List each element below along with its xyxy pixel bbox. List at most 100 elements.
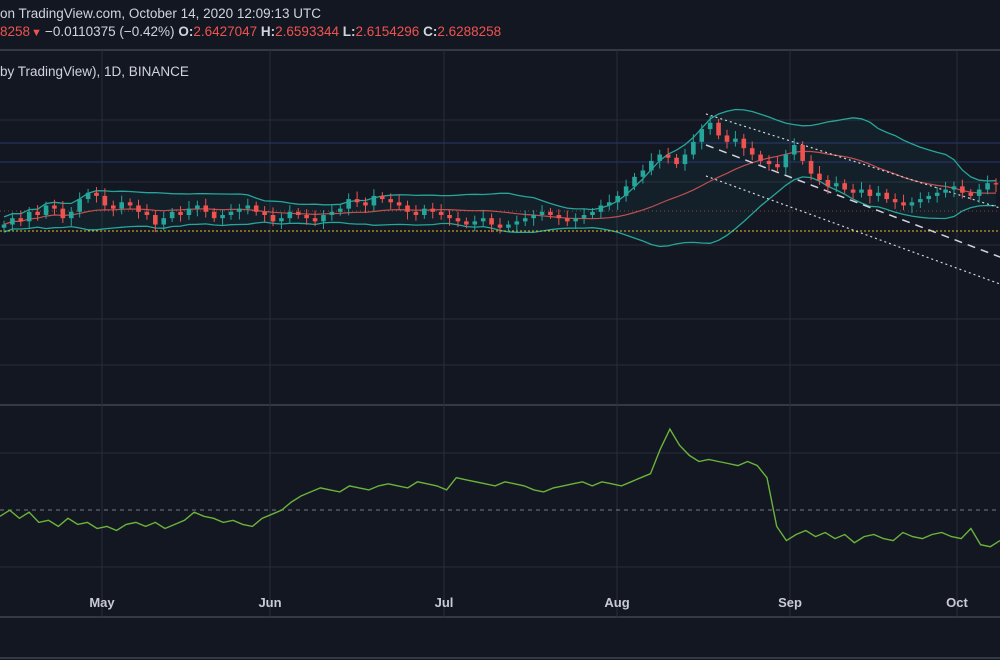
close-label: C: — [423, 24, 438, 39]
candle-body — [85, 192, 91, 200]
candle-body — [976, 189, 982, 196]
candle-body — [43, 205, 49, 215]
candle-body — [943, 189, 948, 193]
candle-body — [405, 205, 410, 212]
candle-body — [119, 202, 124, 209]
candle-body — [506, 224, 511, 228]
candle-body — [413, 211, 419, 215]
candle-body — [144, 211, 150, 215]
candle-body — [295, 211, 301, 215]
x-tick-label: Jul — [435, 595, 454, 610]
low-label: L: — [342, 24, 356, 39]
candle-body — [960, 186, 965, 193]
candle-body — [110, 205, 116, 209]
candle-body — [237, 208, 242, 212]
candle-body — [337, 208, 343, 212]
candle-body — [94, 192, 99, 196]
candle-body — [464, 221, 469, 225]
candle-body — [396, 202, 402, 206]
candle-body — [388, 199, 394, 203]
candle-body — [186, 208, 192, 215]
candle-body — [26, 211, 32, 222]
candle-body — [968, 192, 974, 196]
high-label: H: — [260, 24, 276, 39]
symbol-text: by TradingView), 1D, BINANCE — [0, 64, 189, 79]
candle-body — [867, 189, 873, 196]
candle-body — [657, 154, 663, 161]
symbol-legend: by TradingView), 1D, BINANCE — [0, 64, 189, 79]
candle-body — [35, 211, 40, 215]
candle-body — [380, 195, 385, 200]
candle-body — [674, 157, 679, 165]
candle-body — [833, 183, 839, 187]
candle-body — [77, 199, 82, 212]
x-tick-label: Sep — [778, 595, 802, 610]
candle-body — [270, 215, 276, 222]
candle-body — [649, 160, 654, 171]
x-tick-label: Aug — [604, 595, 629, 610]
candle-body — [791, 145, 797, 155]
candle-body — [422, 208, 427, 215]
candle-body — [480, 218, 486, 222]
candle-body — [539, 211, 545, 215]
candle-body — [245, 205, 251, 209]
candle-body — [220, 215, 225, 219]
candle-body — [346, 199, 351, 209]
price-change: −0.0110375 (−0.42%) — [44, 24, 175, 39]
candle-body — [438, 211, 444, 215]
candle-body — [556, 215, 562, 219]
candle-body — [825, 180, 831, 187]
candle-body — [178, 211, 183, 215]
candle-body — [287, 211, 293, 219]
candle-body — [363, 202, 368, 206]
x-tick-label: May — [89, 595, 115, 610]
candle-body — [615, 195, 620, 203]
candle-body — [817, 173, 822, 180]
candle-body — [68, 211, 74, 219]
candle-body — [169, 211, 175, 219]
x-tick-label: Jun — [258, 595, 281, 610]
candle-body — [590, 211, 595, 215]
candle-body — [153, 215, 158, 225]
candle-body — [783, 154, 789, 168]
candle-body — [724, 135, 730, 142]
last-price: 8258 — [0, 24, 31, 39]
candle-body — [430, 208, 436, 212]
candle-body — [716, 122, 721, 136]
candle-body — [892, 199, 898, 203]
candle-body — [926, 195, 932, 200]
candle-body — [60, 208, 66, 219]
candle-body — [951, 186, 957, 190]
candle-body — [640, 170, 646, 177]
candle-body — [707, 122, 713, 130]
close-value: 2.6288258 — [437, 24, 502, 39]
indicator-line — [0, 427, 1000, 548]
candle-body — [371, 195, 377, 206]
candle-body — [632, 176, 637, 187]
candle-body — [136, 205, 141, 212]
candle-body — [766, 160, 772, 165]
candle-body — [993, 183, 999, 185]
candle-body — [573, 218, 578, 222]
candle-body — [52, 205, 57, 209]
candle-body — [10, 218, 15, 225]
candle-body — [455, 218, 461, 222]
candle-body — [489, 218, 494, 225]
candle-body — [598, 205, 604, 212]
candle-body — [741, 138, 747, 149]
source-text: on TradingView.com, October 14, 2020 12:… — [0, 6, 321, 21]
x-tick-label: Oct — [946, 595, 968, 610]
candles — [1, 116, 999, 234]
candle-body — [918, 199, 923, 203]
low-value: 2.6154296 — [355, 24, 420, 39]
candle-body — [514, 221, 520, 225]
candle-body — [253, 205, 259, 212]
candle-body — [606, 202, 612, 206]
candle-body — [211, 211, 217, 219]
upper-band — [3, 108, 997, 218]
candle-body — [682, 154, 688, 165]
candle-body — [312, 218, 318, 222]
grid — [0, 50, 1000, 617]
candle-body — [161, 218, 167, 225]
